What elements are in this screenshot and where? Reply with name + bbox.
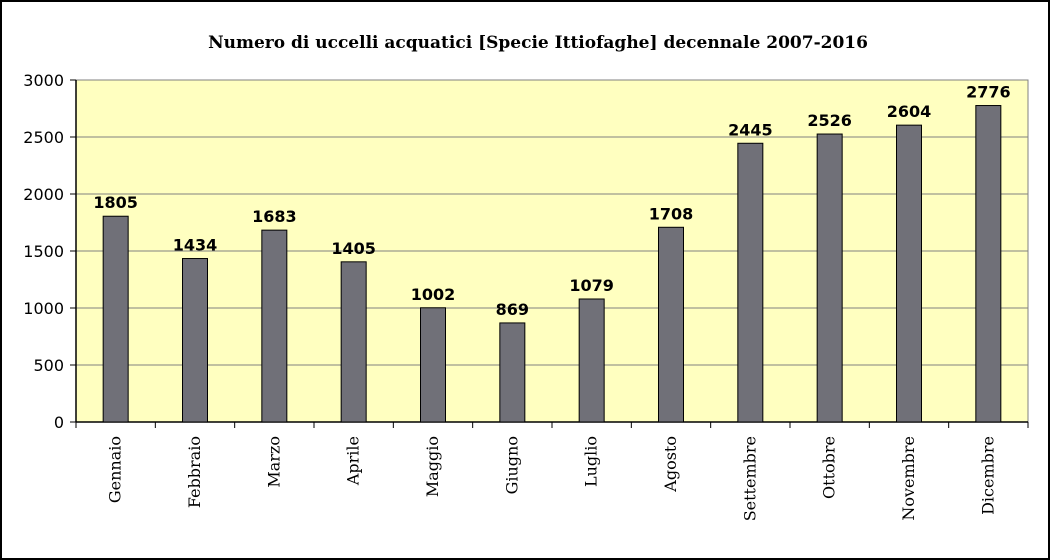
bar <box>975 105 1002 423</box>
x-tick-label: Maggio <box>423 436 442 497</box>
data-labels: 1805 1434 1683 1405 1002 869 1079 1708 2445 2526 2… <box>93 83 1010 319</box>
x-tick-label: Marzo <box>264 436 283 488</box>
x-tick-label: Giugno <box>502 436 521 494</box>
bar <box>737 142 764 423</box>
x-tick-label: Ottobre <box>820 436 839 499</box>
bar <box>499 322 526 423</box>
data-label: 1434 <box>173 236 218 255</box>
bar <box>578 298 605 423</box>
x-axis-ticks: Gennaio Febbraio Marzo Aprile Maggio Giugno Lu… <box>75 422 1029 521</box>
data-label: 2604 <box>887 102 932 121</box>
y-tick-label: 1000 <box>23 299 64 318</box>
y-tick-label: 1500 <box>23 242 64 261</box>
data-label: 1805 <box>93 193 138 212</box>
data-label: 869 <box>496 300 529 319</box>
y-tick-label: 500 <box>33 356 64 375</box>
x-tick-label: Luglio <box>582 436 601 487</box>
data-label: 1683 <box>252 207 297 226</box>
x-tick-label: Settembre <box>740 436 759 521</box>
bars <box>102 105 1002 423</box>
data-label: 2526 <box>807 111 852 130</box>
bar <box>816 133 843 423</box>
chart-title: Numero di uccelli acquatici [Specie Itti… <box>208 33 868 53</box>
x-tick-label: Dicembre <box>978 436 997 515</box>
y-tick-label: 0 <box>54 413 64 432</box>
grid-lines <box>76 79 1028 366</box>
data-label: 2776 <box>966 83 1011 102</box>
y-tick-label: 3000 <box>23 71 64 90</box>
data-label: 2445 <box>728 120 773 139</box>
bar <box>340 261 367 423</box>
data-label: 1405 <box>331 239 376 258</box>
x-tick-label: Novembre <box>899 436 918 521</box>
bar <box>182 258 208 423</box>
x-tick-label: Febbraio <box>185 436 204 508</box>
x-tick-label: Agosto <box>661 436 680 493</box>
y-tick-label: 2000 <box>23 185 64 204</box>
x-tick-label: Aprile <box>344 436 363 486</box>
bar <box>261 229 288 423</box>
bar <box>896 124 922 423</box>
data-label: 1079 <box>569 276 614 295</box>
bar <box>658 226 684 423</box>
x-tick-label: Gennaio <box>106 436 125 503</box>
bar <box>102 215 129 423</box>
data-label: 1708 <box>649 204 694 223</box>
data-label: 1002 <box>411 285 456 304</box>
y-axis-ticks: 0 500 1000 1500 2000 2500 3000 <box>23 71 76 432</box>
y-tick-label: 2500 <box>23 128 64 147</box>
bar <box>420 307 446 423</box>
